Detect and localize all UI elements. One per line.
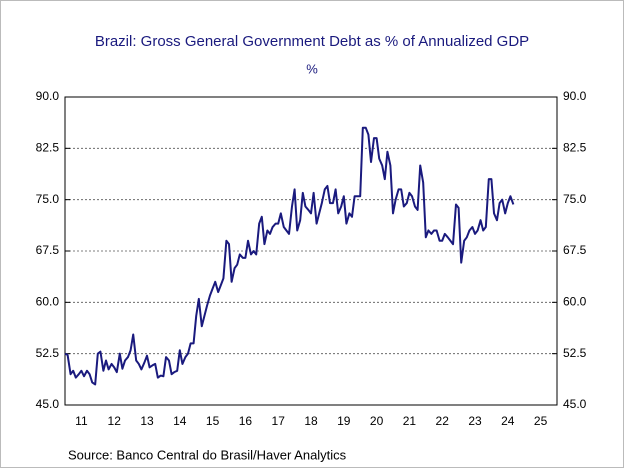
x-tick-label: 20 (370, 414, 384, 428)
y2-tick-label: 75.0 (563, 192, 587, 206)
y2-tick-label: 90.0 (563, 89, 587, 103)
x-tick-label: 24 (501, 414, 515, 428)
y-tick-label: 52.5 (36, 346, 60, 360)
x-tick-label: 25 (534, 414, 548, 428)
y2-tick-label: 82.5 (563, 141, 587, 155)
y-tick-label: 75.0 (36, 192, 60, 206)
data-line (64, 126, 515, 386)
x-tick-label: 18 (304, 414, 318, 428)
x-tick-label: 16 (239, 414, 253, 428)
y2-tick-label: 67.5 (563, 243, 587, 257)
x-tick-label: 13 (140, 414, 154, 428)
y-tick-label: 67.5 (36, 243, 60, 257)
x-tick-label: 23 (468, 414, 482, 428)
x-tick-label: 21 (403, 414, 417, 428)
source-note: Source: Banco Central do Brasil/Haver An… (68, 447, 347, 462)
x-tick-label: 12 (108, 414, 122, 428)
y2-tick-label: 45.0 (563, 397, 587, 411)
y-tick-label: 45.0 (36, 397, 60, 411)
y-tick-label: 90.0 (36, 89, 60, 103)
x-tick-label: 11 (75, 414, 88, 428)
chart-title: Brazil: Gross General Government Debt as… (95, 33, 529, 50)
y-tick-label: 60.0 (36, 295, 60, 309)
y2-tick-label: 52.5 (563, 346, 587, 360)
x-tick-label: 17 (272, 414, 286, 428)
x-tick-label: 22 (436, 414, 450, 428)
chart-subtitle: % (306, 61, 318, 76)
x-tick-label: 15 (206, 414, 220, 428)
y-tick-label: 82.5 (36, 141, 60, 155)
x-tick-label: 14 (173, 414, 187, 428)
y2-tick-label: 60.0 (563, 295, 587, 309)
x-tick-label: 19 (337, 414, 351, 428)
